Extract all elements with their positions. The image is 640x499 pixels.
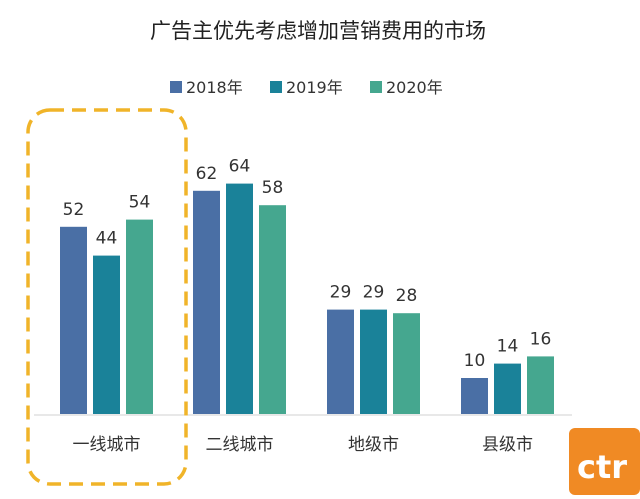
legend-label-2018年: 2018年 xyxy=(186,78,243,97)
brand-logo-bg xyxy=(569,428,640,495)
legend-swatch-2020年 xyxy=(370,81,382,93)
bar-县级市-2020年 xyxy=(527,356,554,414)
data-label-一线城市-2018年: 52 xyxy=(63,200,85,220)
bar-一线城市-2019年 xyxy=(93,255,120,414)
data-label-县级市-2018年: 10 xyxy=(464,351,486,371)
data-label-县级市-2020年: 16 xyxy=(530,329,552,349)
data-label-一线城市-2020年: 54 xyxy=(129,193,151,213)
bar-二线城市-2019年 xyxy=(226,183,253,414)
chart-title: 广告主优先考虑增加营销费用的市场 xyxy=(150,19,486,43)
x-tick-label-二线城市: 二线城市 xyxy=(206,435,274,455)
data-label-一线城市-2019年: 44 xyxy=(96,229,118,249)
bar-地级市-2020年 xyxy=(393,313,420,414)
brand-logo-text: ctr xyxy=(577,448,627,486)
x-tick-label-县级市: 县级市 xyxy=(482,435,533,455)
bar-县级市-2018年 xyxy=(461,378,488,414)
data-label-二线城市-2018年: 62 xyxy=(196,164,218,184)
x-tick-label-地级市: 地级市 xyxy=(348,435,399,455)
legend: 2018年 2019年 2020年 xyxy=(170,78,443,97)
legend-label-2019年: 2019年 xyxy=(286,78,343,97)
brand-logo: ctr xyxy=(569,428,640,495)
bar-地级市-2019年 xyxy=(360,309,387,414)
x-axis-labels: 一线城市 二线城市 地级市 县级市 xyxy=(73,435,534,455)
data-label-二线城市-2020年: 58 xyxy=(262,178,284,198)
x-tick-label-一线城市: 一线城市 xyxy=(73,435,141,455)
bar-group: 52 44 54 62 64 58 29 29 28 10 14 16 xyxy=(60,157,554,414)
bar-一线城市-2018年 xyxy=(60,226,87,414)
legend-swatch-2019年 xyxy=(270,81,282,93)
data-label-二线城市-2019年: 64 xyxy=(229,157,251,177)
bar-地级市-2018年 xyxy=(327,309,354,414)
data-label-地级市-2019年: 29 xyxy=(363,283,385,303)
bar-二线城市-2018年 xyxy=(193,190,220,414)
bar-县级市-2019年 xyxy=(494,363,521,414)
bar-二线城市-2020年 xyxy=(259,205,286,414)
data-label-县级市-2019年: 14 xyxy=(497,337,519,357)
data-label-地级市-2020年: 28 xyxy=(396,286,418,306)
legend-swatch-2018年 xyxy=(170,81,182,93)
highlight-box xyxy=(26,108,188,486)
bar-一线城市-2020年 xyxy=(126,219,153,414)
legend-label-2020年: 2020年 xyxy=(386,78,443,97)
data-label-地级市-2018年: 29 xyxy=(330,283,352,303)
